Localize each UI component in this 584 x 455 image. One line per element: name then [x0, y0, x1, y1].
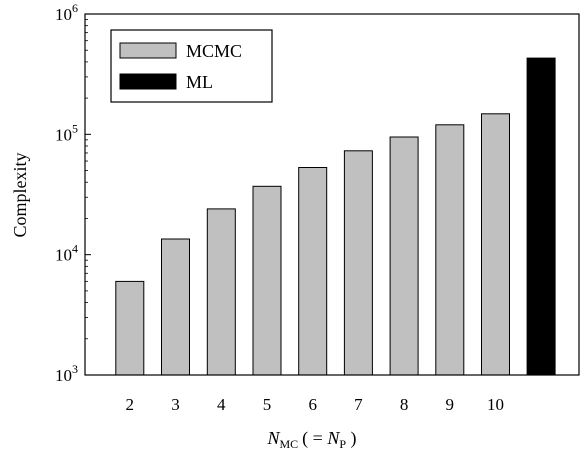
x-tick-label: 5	[263, 395, 272, 414]
legend-box	[110, 29, 273, 103]
x-tick-label: 2	[126, 395, 135, 414]
y-axis: 103 104 105 106	[55, 1, 91, 385]
bar-mcmc-7	[343, 150, 373, 376]
bar-ml-extra	[526, 57, 556, 376]
x-tick-label: 6	[308, 395, 317, 414]
legend-label-mcmc: MCMC	[186, 41, 242, 61]
y-tick-label: 103	[55, 362, 78, 385]
bar-mcmc-8	[389, 136, 419, 376]
bar-mcmc-2	[115, 280, 145, 376]
bars	[115, 57, 556, 376]
y-axis-label: Complexity	[10, 153, 30, 238]
bar-mcmc-10	[481, 113, 510, 376]
x-tick-label: 4	[217, 395, 226, 414]
legend-label-ml: ML	[186, 72, 213, 92]
y-tick-label: 106	[55, 1, 78, 24]
bar-mcmc-5	[252, 185, 282, 376]
plot-frame	[84, 13, 580, 376]
x-tick-label: 3	[171, 395, 180, 414]
bar-mcmc-6	[298, 167, 328, 376]
x-axis: 2 3 4 5 6 7 8 9 10	[126, 395, 504, 414]
x-tick-label: 10	[487, 395, 504, 414]
x-tick-label: 9	[446, 395, 455, 414]
bar-mcmc-9	[435, 124, 465, 376]
y-tick-label: 104	[55, 242, 78, 265]
legend-swatch-mcmc	[119, 42, 177, 59]
x-tick-label: 8	[400, 395, 409, 414]
y-tick-label: 105	[55, 121, 78, 144]
x-tick-label: 7	[354, 395, 363, 414]
x-axis-label: NMC( = NP )	[266, 428, 356, 451]
bar-mcmc-4	[206, 208, 236, 376]
bar-mcmc-3	[161, 238, 190, 376]
legend: MCMC ML	[110, 29, 273, 103]
legend-swatch-ml	[119, 73, 177, 90]
